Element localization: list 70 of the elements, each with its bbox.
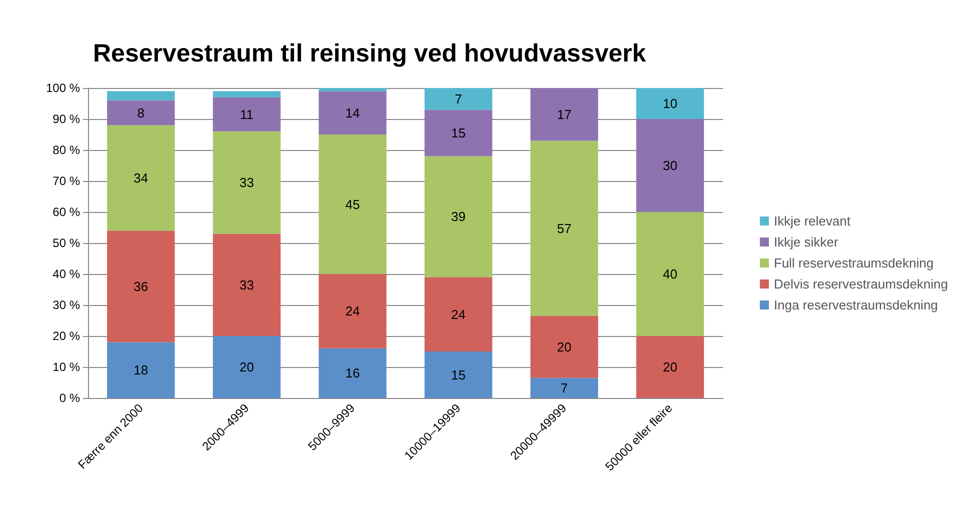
bar bbox=[530, 88, 598, 141]
data-label: 33 bbox=[240, 175, 254, 190]
data-label: 7 bbox=[454, 91, 462, 106]
bar bbox=[424, 277, 492, 352]
data-label: 39 bbox=[451, 209, 466, 224]
bar bbox=[636, 336, 704, 398]
legend-label: Inga reservestraumsdekning bbox=[774, 298, 938, 312]
bar bbox=[107, 125, 175, 231]
data-label: 15 bbox=[451, 367, 466, 382]
data-label: 20 bbox=[240, 360, 254, 374]
y-tick-label: 70 % bbox=[52, 174, 80, 188]
data-label: 30 bbox=[662, 158, 678, 173]
bar bbox=[424, 156, 492, 278]
y-tick-label: 0 % bbox=[59, 391, 80, 405]
y-tick-label: 30 % bbox=[52, 298, 80, 312]
y-tick-label: 40 % bbox=[52, 267, 80, 281]
data-label: 34 bbox=[134, 170, 148, 186]
bar bbox=[107, 100, 175, 126]
bar bbox=[424, 88, 492, 110]
bar bbox=[107, 230, 175, 342]
y-tick-label: 100 % bbox=[46, 81, 80, 95]
legend-label: Ikkje relevant bbox=[774, 214, 851, 228]
data-label: 7 bbox=[560, 380, 568, 396]
bar bbox=[212, 336, 281, 398]
bar bbox=[212, 91, 281, 98]
data-label: 14 bbox=[345, 105, 360, 120]
bar bbox=[636, 88, 704, 119]
data-label: 15 bbox=[451, 125, 466, 140]
bar bbox=[318, 91, 386, 134]
chart-title: Reservestraum til reinsing ved hovudvassverk bbox=[93, 40, 646, 68]
bar bbox=[212, 131, 281, 234]
y-tick-label: 50 % bbox=[52, 236, 80, 250]
bar bbox=[530, 378, 598, 398]
y-tick-label: 20 % bbox=[52, 329, 80, 343]
bar bbox=[636, 212, 704, 336]
data-label: 20 bbox=[557, 339, 572, 354]
data-label: 18 bbox=[134, 362, 148, 378]
legend-label: Ikkje sikker bbox=[774, 234, 839, 250]
data-label: 57 bbox=[557, 220, 572, 236]
bar bbox=[318, 274, 386, 348]
bar bbox=[636, 119, 704, 212]
bar bbox=[424, 352, 492, 398]
data-label: 45 bbox=[345, 196, 360, 212]
y-tick-label: 80 % bbox=[52, 143, 80, 157]
bar bbox=[212, 97, 281, 132]
bar bbox=[424, 110, 492, 156]
data-label: 24 bbox=[451, 306, 466, 322]
y-tick-label: 10 % bbox=[52, 360, 80, 374]
bar bbox=[212, 234, 281, 336]
data-label: 16 bbox=[345, 366, 360, 381]
data-label: 24 bbox=[345, 304, 360, 319]
data-label: 33 bbox=[240, 277, 254, 292]
data-label: 17 bbox=[557, 106, 572, 122]
bar bbox=[318, 348, 386, 398]
data-label: 11 bbox=[240, 106, 254, 122]
y-tick-label: 60 % bbox=[52, 205, 80, 219]
data-label: 36 bbox=[134, 278, 148, 294]
bar bbox=[107, 342, 175, 398]
bar bbox=[530, 140, 598, 316]
bar bbox=[107, 91, 175, 100]
data-label: 10 bbox=[662, 96, 678, 111]
bar bbox=[530, 316, 598, 378]
bar bbox=[318, 134, 386, 274]
data-label: 20 bbox=[662, 360, 678, 374]
legend-label: Delvis reservestraumsdekning bbox=[774, 276, 948, 292]
data-label: 8 bbox=[137, 105, 145, 120]
legend-label: Full reservestraumsdekning bbox=[774, 256, 934, 270]
data-label: 40 bbox=[662, 266, 678, 282]
bar bbox=[318, 88, 386, 92]
y-tick-label: 90 % bbox=[52, 112, 80, 126]
